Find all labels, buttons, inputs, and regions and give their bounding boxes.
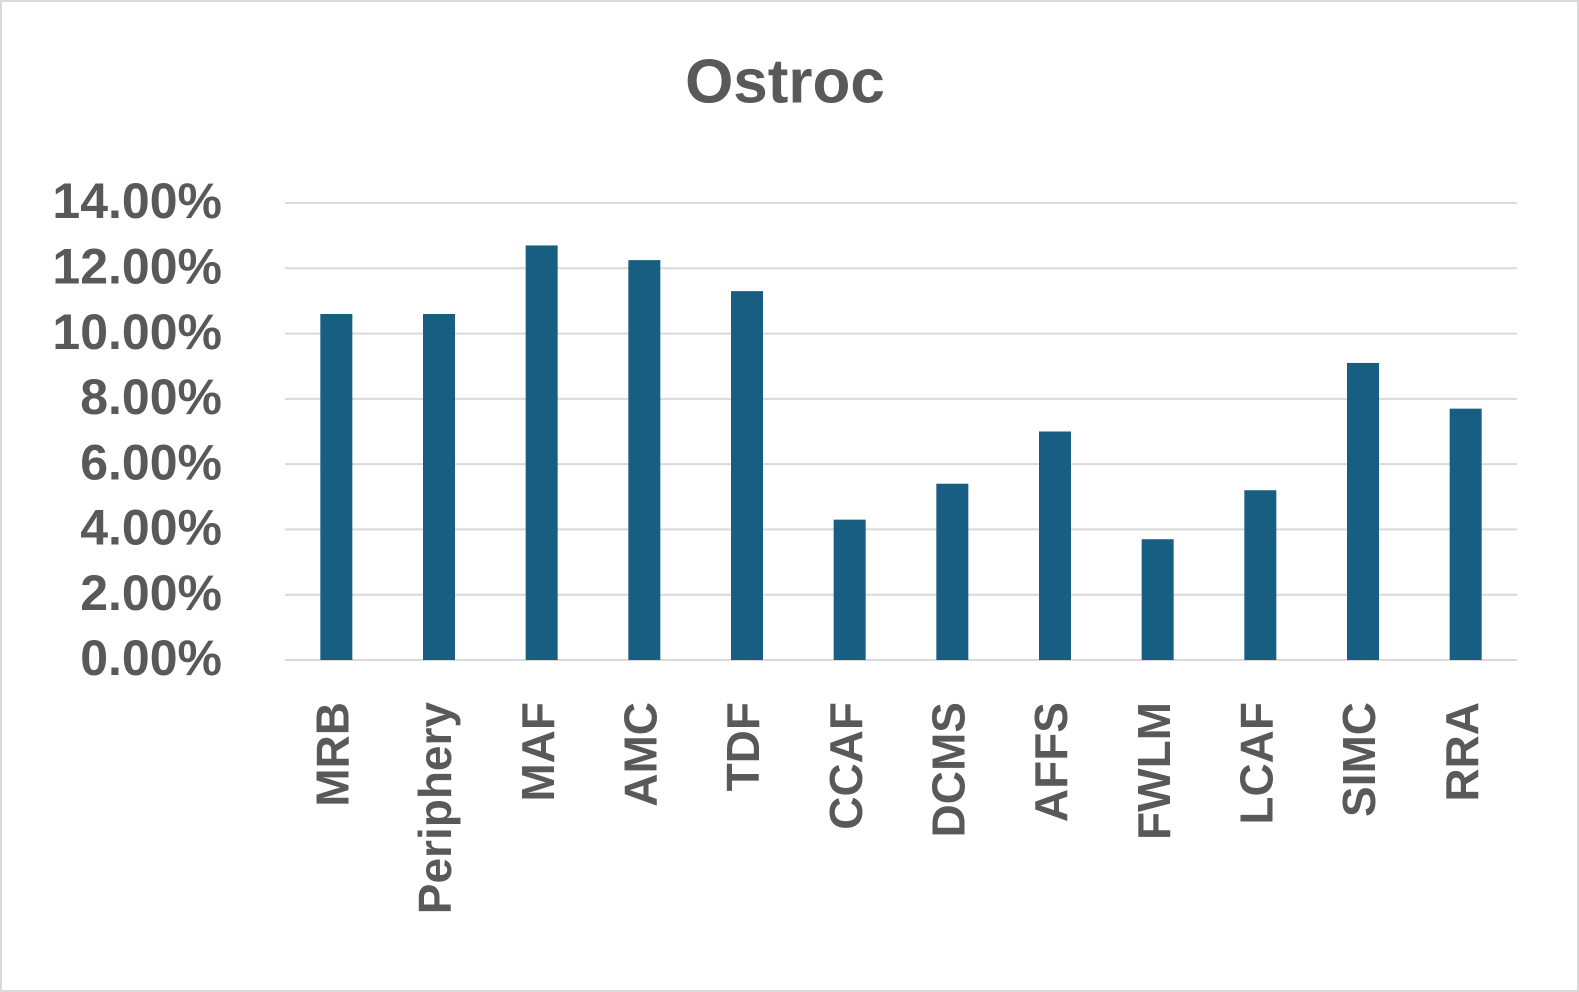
bar [1347, 362, 1379, 660]
y-tick-label: 8.00% [80, 369, 222, 425]
bar [936, 483, 969, 660]
y-tick-label: 12.00% [52, 238, 222, 294]
bar [320, 313, 353, 660]
bar [1449, 408, 1482, 660]
x-tick-label: AMC [614, 702, 666, 807]
x-tick-label: TDF [717, 702, 769, 791]
y-tick-label: 14.00% [52, 173, 222, 229]
bar [1141, 539, 1174, 660]
x-tick-label: FWLM [1128, 702, 1180, 840]
x-tick-label: MRB [306, 702, 358, 807]
bar [1039, 431, 1071, 660]
y-tick-label: 2.00% [80, 565, 222, 621]
x-tick-label: CCAF [820, 702, 872, 830]
chart-title: Ostroc [685, 47, 885, 116]
bar [833, 519, 866, 660]
x-tick-label: AFFS [1025, 702, 1077, 822]
x-tick-label: LCAF [1230, 702, 1282, 825]
x-tick-label: DCMS [922, 702, 974, 837]
x-tick-label: SIMC [1333, 702, 1385, 817]
y-tick-label: 4.00% [80, 500, 222, 556]
bar [423, 313, 455, 660]
x-tick-label: RRA [1436, 702, 1488, 802]
bar [525, 245, 558, 660]
y-tick-label: 0.00% [80, 630, 222, 686]
x-tick-label: Periphery [409, 702, 461, 915]
bar [731, 291, 763, 660]
bar [628, 260, 661, 660]
bar [1244, 490, 1277, 660]
y-tick-label: 10.00% [52, 304, 222, 360]
y-tick-label: 6.00% [80, 434, 222, 490]
x-tick-label: MAF [512, 702, 564, 802]
